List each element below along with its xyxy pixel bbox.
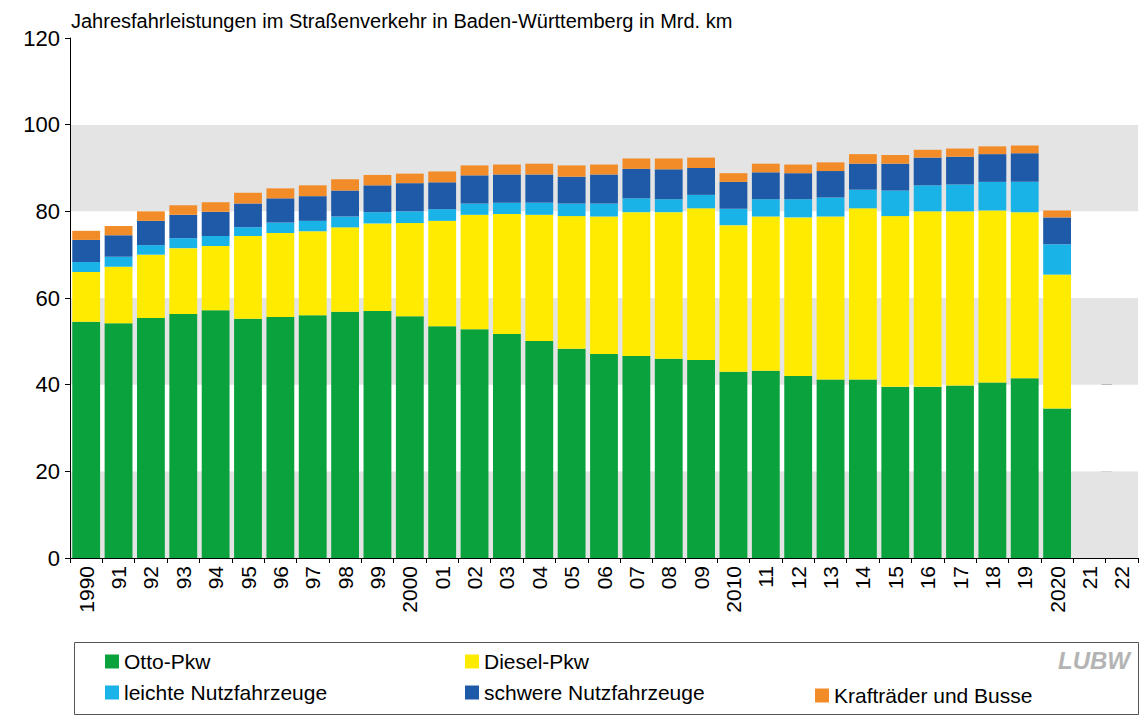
svg-text:99: 99	[366, 566, 389, 589]
svg-text:98: 98	[334, 566, 357, 589]
svg-text:Otto-Pkw: Otto-Pkw	[124, 650, 211, 673]
svg-text:93: 93	[172, 566, 195, 589]
svg-text:2010: 2010	[722, 566, 745, 613]
svg-text:05: 05	[560, 566, 583, 589]
svg-text:21: 21	[1078, 566, 1101, 589]
svg-text:80: 80	[36, 199, 60, 224]
svg-text:11: 11	[754, 566, 777, 588]
svg-text:92: 92	[139, 566, 162, 589]
svg-text:97: 97	[301, 566, 324, 589]
svg-text:07: 07	[625, 566, 648, 589]
svg-text:94: 94	[204, 566, 227, 590]
svg-text:08: 08	[657, 566, 680, 589]
svg-text:01: 01	[431, 566, 454, 589]
svg-text:16: 16	[916, 566, 939, 589]
svg-text:2000: 2000	[398, 566, 421, 613]
svg-text:Krafträder und Busse: Krafträder und Busse	[834, 684, 1032, 707]
svg-text:40: 40	[36, 372, 60, 397]
svg-text:13: 13	[819, 566, 842, 589]
svg-text:60: 60	[36, 286, 60, 311]
svg-text:06: 06	[593, 566, 616, 589]
svg-text:schwere Nutzfahrzeuge: schwere Nutzfahrzeuge	[484, 681, 705, 704]
svg-text:leichte Nutzfahrzeuge: leichte Nutzfahrzeuge	[124, 681, 327, 704]
svg-text:17: 17	[949, 566, 972, 589]
svg-text:100: 100	[23, 112, 60, 137]
svg-text:LUBW: LUBW	[1058, 647, 1132, 674]
svg-text:09: 09	[690, 566, 713, 589]
svg-text:12: 12	[787, 566, 810, 589]
svg-text:Diesel-Pkw: Diesel-Pkw	[484, 650, 590, 673]
svg-text:1990: 1990	[75, 566, 98, 613]
svg-text:0: 0	[48, 546, 60, 571]
svg-text:18: 18	[981, 566, 1004, 589]
svg-text:15: 15	[884, 566, 907, 589]
svg-text:22: 22	[1110, 566, 1133, 589]
svg-text:02: 02	[463, 566, 486, 589]
svg-text:96: 96	[269, 566, 292, 589]
svg-text:20: 20	[36, 459, 60, 484]
svg-text:14: 14	[851, 566, 874, 590]
svg-text:03: 03	[495, 566, 518, 589]
svg-text:2020: 2020	[1046, 566, 1069, 613]
svg-text:91: 91	[107, 566, 130, 589]
svg-text:04: 04	[528, 566, 551, 590]
svg-text:120: 120	[23, 26, 60, 51]
svg-text:Jahresfahrleistungen im Straße: Jahresfahrleistungen im Straßenverkehr i…	[71, 10, 732, 32]
svg-text:95: 95	[237, 566, 260, 589]
svg-text:19: 19	[1013, 566, 1036, 589]
